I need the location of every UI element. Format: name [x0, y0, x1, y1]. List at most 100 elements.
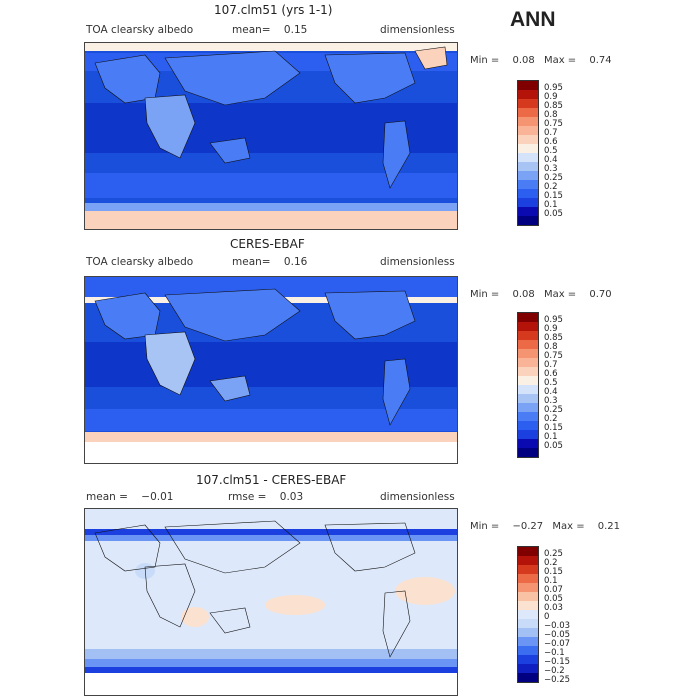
- colorbar-swatch: [518, 144, 538, 153]
- colorbar-swatch: [518, 367, 538, 376]
- panel-3-mean-label: mean =: [86, 491, 128, 503]
- colorbar-swatch: [518, 646, 538, 655]
- panel-2-map: [84, 276, 458, 464]
- panel-3-minmax: Min = −0.27 Max = 0.21: [470, 521, 620, 532]
- colorbar-swatch: [518, 340, 538, 349]
- colorbar-level-label: −0.25: [544, 675, 571, 685]
- colorbar-swatch: [518, 153, 538, 162]
- panel-1-max-value: 0.74: [589, 55, 612, 66]
- panel-3-min-value: −0.27: [512, 521, 544, 532]
- colorbar-level-label: 0.1: [544, 200, 558, 210]
- colorbar-swatch: [518, 439, 538, 448]
- colorbar-level-label: 0.8: [544, 110, 558, 120]
- colorbar-level-label: 0.15: [544, 191, 563, 201]
- panel-1-min-value: 0.08: [512, 55, 535, 66]
- colorbar-swatch: [518, 313, 538, 322]
- colorbar-swatch: [518, 574, 538, 583]
- panel-2-mean-value: 0.16: [283, 256, 308, 268]
- panel-1-colorbar: [517, 80, 539, 226]
- colorbar-level-label: −0.2: [544, 666, 565, 676]
- colorbar-swatch: [518, 349, 538, 358]
- panel-2-max-value: 0.70: [589, 289, 612, 300]
- panel-3-units: dimensionless: [380, 491, 455, 503]
- colorbar-swatch: [518, 376, 538, 385]
- panel-1-mean: mean= 0.15: [232, 24, 307, 36]
- colorbar-swatch: [518, 664, 538, 673]
- colorbar-level-label: 0.6: [544, 137, 558, 147]
- panel-2-max-label: Max =: [543, 289, 577, 300]
- panel-3-map-canvas: [85, 509, 457, 695]
- colorbar-level-label: 0.85: [544, 333, 563, 343]
- colorbar-swatch: [518, 90, 538, 99]
- colorbar-level-label: −0.03: [544, 621, 571, 631]
- colorbar-swatch: [518, 385, 538, 394]
- colorbar-swatch: [518, 583, 538, 592]
- colorbar-swatch: [518, 655, 538, 664]
- colorbar-level-label: 0.7: [544, 128, 558, 138]
- panel-1-title: 107.clm51 (yrs 1-1): [214, 3, 333, 17]
- colorbar-level-label: 0.05: [544, 209, 563, 219]
- colorbar-level-label: 0.6: [544, 369, 558, 379]
- colorbar-level-label: 0.75: [544, 119, 563, 129]
- colorbar-swatch: [518, 216, 538, 225]
- panel-2-units: dimensionless: [380, 256, 455, 268]
- colorbar-level-label: −0.1: [544, 648, 565, 658]
- colorbar-level-label: 0.8: [544, 342, 558, 352]
- colorbar-swatch: [518, 117, 538, 126]
- panel-2-title: CERES-EBAF: [230, 237, 305, 251]
- panel-3-title: 107.clm51 - CERES-EBAF: [196, 473, 347, 487]
- panel-2-mean-label: mean=: [232, 256, 271, 268]
- colorbar-level-label: 0.3: [544, 396, 558, 406]
- colorbar-swatch: [518, 198, 538, 207]
- colorbar-swatch: [518, 171, 538, 180]
- colorbar-level-label: 0.5: [544, 146, 558, 156]
- colorbar-level-label: −0.15: [544, 657, 571, 667]
- colorbar-swatch: [518, 448, 538, 457]
- colorbar-level-label: 0.25: [544, 549, 563, 559]
- colorbar-swatch: [518, 637, 538, 646]
- colorbar-level-label: 0.7: [544, 360, 558, 370]
- colorbar-swatch: [518, 189, 538, 198]
- colorbar-swatch: [518, 430, 538, 439]
- colorbar-level-label: 0.9: [544, 324, 558, 334]
- colorbar-swatch: [518, 99, 538, 108]
- panel-3-mean-value: −0.01: [141, 491, 174, 503]
- colorbar-level-label: 0.15: [544, 567, 563, 577]
- colorbar-level-label: 0.25: [544, 173, 563, 183]
- colorbar-level-label: 0.05: [544, 594, 563, 604]
- colorbar-swatch: [518, 394, 538, 403]
- colorbar-level-label: 0.25: [544, 405, 563, 415]
- panel-3-rmse-label: rmse =: [228, 491, 267, 503]
- colorbar-swatch: [518, 610, 538, 619]
- colorbar-level-label: 0.1: [544, 432, 558, 442]
- colorbar-swatch: [518, 673, 538, 682]
- colorbar-level-label: 0.5: [544, 378, 558, 388]
- colorbar-level-label: 0.1: [544, 576, 558, 586]
- colorbar-level-label: 0.03: [544, 603, 563, 613]
- colorbar-swatch: [518, 322, 538, 331]
- panel-2-min-value: 0.08: [512, 289, 535, 300]
- colorbar-level-label: 0.95: [544, 83, 563, 93]
- panel-2-mean: mean= 0.16: [232, 256, 307, 268]
- colorbar-level-label: −0.07: [544, 639, 571, 649]
- panel-1-mean-label: mean=: [232, 24, 271, 36]
- colorbar-swatch: [518, 412, 538, 421]
- panel-1-max-label: Max =: [543, 55, 577, 66]
- colorbar-swatch: [518, 358, 538, 367]
- colorbar-swatch: [518, 547, 538, 556]
- panel-1-min-label: Min =: [470, 55, 500, 66]
- colorbar-level-label: 0.15: [544, 423, 563, 433]
- colorbar-level-label: 0.3: [544, 164, 558, 174]
- colorbar-swatch: [518, 180, 538, 189]
- colorbar-swatch: [518, 331, 538, 340]
- colorbar-level-label: 0.75: [544, 351, 563, 361]
- colorbar-level-label: 0.85: [544, 101, 563, 111]
- panel-1-units: dimensionless: [380, 24, 455, 36]
- panel-2-map-canvas: [85, 277, 457, 463]
- colorbar-swatch: [518, 126, 538, 135]
- panel-3-rmse-value: 0.03: [279, 491, 304, 503]
- panel-1-map: [84, 42, 458, 230]
- colorbar-level-label: 0.2: [544, 182, 558, 192]
- colorbar-level-label: 0.95: [544, 315, 563, 325]
- colorbar-swatch: [518, 108, 538, 117]
